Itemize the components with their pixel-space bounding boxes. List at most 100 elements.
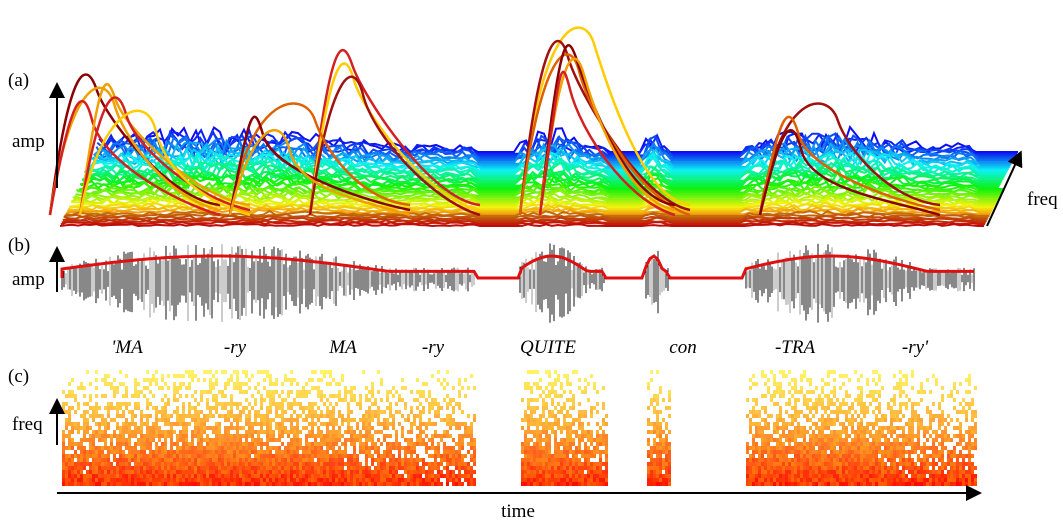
spectrogram-cell	[947, 474, 950, 478]
spectrogram-cell	[431, 446, 434, 450]
spectrogram-cell	[923, 442, 926, 446]
spectrogram-cell	[140, 434, 143, 438]
spectrogram-cell	[821, 426, 824, 430]
spectrogram-cell	[866, 438, 869, 442]
spectrogram-cell	[566, 438, 569, 442]
spectrogram-cell	[83, 446, 86, 450]
spectrogram-cell	[179, 454, 182, 458]
spectrogram-cell	[134, 422, 137, 426]
spectrogram-cell	[284, 378, 287, 382]
spectrogram-cell	[545, 482, 548, 486]
spectrogram-cell	[170, 422, 173, 426]
spectrogram-cell	[449, 422, 452, 426]
spectrogram-cell	[827, 462, 830, 466]
spectrogram-cell	[941, 418, 944, 422]
spectrogram-cell	[935, 450, 938, 454]
spectrogram-cell	[389, 422, 392, 426]
spectrogram-cell	[104, 394, 107, 398]
spectrogram-cell	[284, 374, 287, 378]
spectrogram-cell	[944, 426, 947, 430]
spectrogram-cell	[122, 382, 125, 386]
spectrogram-cell	[524, 386, 527, 390]
spectrogram-cell	[779, 426, 782, 430]
spectrogram-cell	[257, 482, 260, 486]
spectrogram-cell	[104, 454, 107, 458]
spectrogram-cell	[86, 430, 89, 434]
spectrogram-cell	[401, 426, 404, 430]
spectrogram-cell	[920, 478, 923, 482]
spectrogram-cell	[92, 450, 95, 454]
spectrogram-cell	[857, 438, 860, 442]
spectrogram-cell	[422, 466, 425, 470]
spectrogram-cell	[917, 470, 920, 474]
spectrogram-cell	[242, 450, 245, 454]
spectrogram-cell	[302, 410, 305, 414]
spectrogram-cell	[908, 478, 911, 482]
spectrogram-cell	[146, 430, 149, 434]
spectrogram-cell	[539, 378, 542, 382]
spectrogram-cell	[386, 482, 389, 486]
spectrogram-cell	[200, 390, 203, 394]
spectrogram-cell	[143, 450, 146, 454]
spectrogram-cell	[524, 458, 527, 462]
spectrogram-cell	[278, 422, 281, 426]
spectrogram-cell	[332, 454, 335, 458]
spectrogram-cell	[659, 390, 662, 394]
spectrogram-cell	[173, 394, 176, 398]
spectrogram-cell	[872, 426, 875, 430]
spectrogram-cell	[836, 462, 839, 466]
spectrogram-cell	[908, 458, 911, 462]
spectrogram-cell	[590, 462, 593, 466]
spectrogram-cell	[236, 470, 239, 474]
spectrogram-cell	[392, 386, 395, 390]
spectrogram-cell	[860, 470, 863, 474]
spectrogram-cell	[557, 378, 560, 382]
spectrogram-cell	[653, 442, 656, 446]
spectrogram-cell	[758, 458, 761, 462]
spectrogram-cell	[368, 454, 371, 458]
spectrogram-cell	[593, 454, 596, 458]
spectrogram-cell	[113, 386, 116, 390]
spectrogram-cell	[890, 470, 893, 474]
spectrogram-cell	[563, 466, 566, 470]
spectrogram-cell	[149, 446, 152, 450]
spectrogram-cell	[62, 442, 65, 446]
spectrogram-cell	[236, 442, 239, 446]
spectrogram-cell	[200, 442, 203, 446]
spectrogram-cell	[128, 430, 131, 434]
spectrogram-cell	[803, 454, 806, 458]
spectrogram-cell	[563, 418, 566, 422]
spectrogram-cell	[170, 478, 173, 482]
spectrogram-cell	[152, 434, 155, 438]
spectrogram-cell	[152, 422, 155, 426]
spectrogram-cell	[866, 394, 869, 398]
spectrogram-cell	[941, 474, 944, 478]
spectrogram-cell	[131, 414, 134, 418]
spectrogram-cell	[440, 434, 443, 438]
spectrogram-cell	[563, 462, 566, 466]
spectrogram-cell	[569, 426, 572, 430]
spectrogram-cell	[758, 462, 761, 466]
spectrogram-cell	[371, 414, 374, 418]
spectrogram-cell	[206, 454, 209, 458]
spectrogram-cell	[560, 426, 563, 430]
spectrogram-cell	[140, 410, 143, 414]
spectrogram-cell	[434, 478, 437, 482]
spectrogram-cell	[275, 410, 278, 414]
spectrogram-cell	[539, 458, 542, 462]
spectrogram-cell	[533, 406, 536, 410]
spectrogram-cell	[68, 382, 71, 386]
spectrogram-cell	[155, 482, 158, 486]
spectrogram-cell	[338, 454, 341, 458]
spectrogram-cell	[110, 418, 113, 422]
spectrogram-cell	[464, 474, 467, 478]
spectrogram-cell	[422, 458, 425, 462]
spectrogram-cell	[809, 458, 812, 462]
spectrogram-cell	[545, 406, 548, 410]
spectrogram-cell	[860, 434, 863, 438]
spectrogram-cell	[239, 382, 242, 386]
spectrogram-cell	[887, 446, 890, 450]
spectrogram-cell	[545, 462, 548, 466]
spectrogram-cell	[338, 474, 341, 478]
spectrogram-cell	[911, 478, 914, 482]
